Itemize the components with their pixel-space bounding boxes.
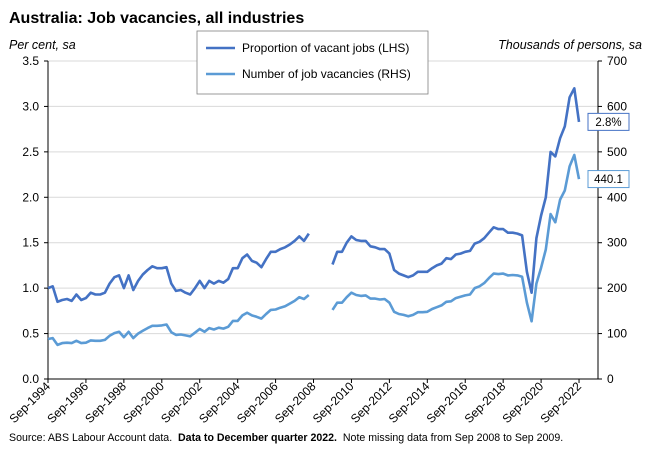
right-axis-unit-label: Thousands of persons, sa	[498, 38, 642, 52]
axes	[47, 61, 599, 380]
left-tick-label: 0.5	[22, 327, 39, 341]
callouts: 2.8% 440.1	[587, 112, 630, 189]
series-layer	[47, 87, 581, 347]
right-tick-label: 0	[607, 372, 614, 386]
series-line-2	[331, 153, 581, 323]
x-axis-ticks: Sep-1994Sep-1996Sep-1998Sep-2000Sep-2002…	[6, 379, 584, 426]
left-tick-label: 2.5	[22, 145, 39, 159]
left-tick-label: 3.5	[22, 54, 39, 68]
right-tick-label: 500	[607, 145, 627, 159]
series-line-1	[47, 232, 310, 304]
value-callout-box	[587, 112, 630, 131]
left-tick-label: 3.0	[22, 99, 39, 113]
source-suffix: Note missing data from Sep 2008 to Sep 2…	[342, 432, 564, 444]
value-callout-box	[587, 170, 630, 189]
left-tick-label: 1.5	[22, 236, 39, 250]
legend: Proportion of vacant jobs (LHS) Number of…	[196, 30, 429, 95]
gridlines	[48, 60, 598, 335]
value-callout-label: 2.8%	[595, 117, 621, 129]
right-tick-label: 300	[607, 236, 627, 250]
source-prefix: Source: ABS Labour Account data.	[9, 432, 173, 444]
left-tick-label: 1.0	[22, 281, 39, 295]
x-tick-label: Sep-2022	[537, 379, 584, 426]
right-tick-label: 100	[607, 327, 627, 341]
series-line-1	[331, 87, 581, 295]
right-axis-ticks: 0 100 200 300 400 500 600 700	[598, 54, 627, 386]
left-axis-unit-label: Per cent, sa	[9, 38, 76, 52]
left-tick-label: 0.0	[22, 372, 39, 386]
job-vacancies-chart: Australia: Job vacancies, all industries…	[6, 10, 642, 426]
left-tick-label: 2.0	[22, 190, 39, 204]
legend-box	[196, 30, 429, 95]
right-tick-label: 700	[607, 54, 627, 68]
source-data-period: Data to December quarter 2022.	[178, 432, 338, 444]
right-tick-label: 600	[607, 99, 627, 113]
value-callout-label: 440.1	[594, 174, 623, 186]
right-tick-label: 400	[607, 190, 627, 204]
series-line-2	[47, 294, 310, 347]
left-axis-ticks: 0.0 0.5 1.0 1.5 2.0 2.5 3.0 3.5	[22, 54, 48, 386]
legend-entry: Number of job vacancies (RHS)	[242, 67, 411, 81]
legend-entry: Proportion of vacant jobs (LHS)	[242, 41, 409, 55]
source-note: Source: ABS Labour Account data. Data to…	[9, 432, 563, 444]
right-tick-label: 200	[607, 281, 627, 295]
chart-title: Australia: Job vacancies, all industries	[9, 10, 304, 27]
